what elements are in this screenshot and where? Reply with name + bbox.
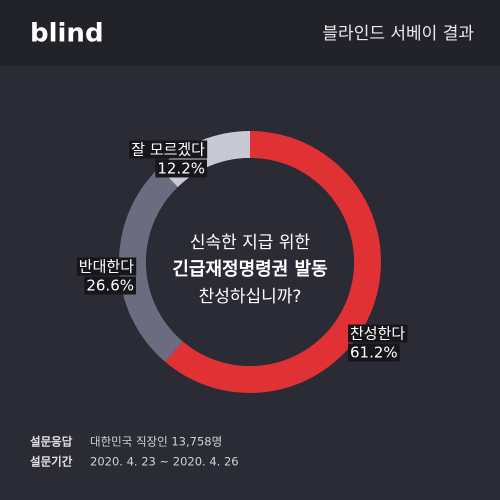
label-box <box>155 159 207 178</box>
header-bar <box>0 0 500 66</box>
footer-text: 2020. 4. 23 ~ 2020. 4. 26 <box>90 455 239 469</box>
category-label: 잘 모르겠다 <box>131 141 205 159</box>
label-box <box>84 276 136 295</box>
question-line-bold: 긴급재정명령권 발동 <box>172 259 327 280</box>
logo: blind <box>30 19 104 49</box>
footer-label: 설문응답 <box>30 435 73 449</box>
label-box <box>348 343 400 362</box>
value-label: 61.2% <box>350 344 398 362</box>
header-title: 블라인드 서베이 결과 <box>322 24 474 44</box>
footer-label: 설문기간 <box>30 455 73 469</box>
donut-segment <box>165 131 381 393</box>
value-label: 26.6% <box>86 277 134 295</box>
category-label: 찬성한다 <box>350 325 405 343</box>
category-label: 반대한다 <box>79 258 134 276</box>
label-box <box>348 324 408 343</box>
donut-hole <box>146 158 354 366</box>
label-box <box>129 140 208 159</box>
donut-segment <box>118 167 183 362</box>
value-label: 12.2% <box>157 160 205 178</box>
footer-text: 대한민국 직장인 13,758명 <box>90 435 222 449</box>
question-line: 신속한 지급 위한 <box>190 233 311 253</box>
label-box <box>76 257 137 276</box>
question-line: 찬성하십니까? <box>199 287 302 307</box>
